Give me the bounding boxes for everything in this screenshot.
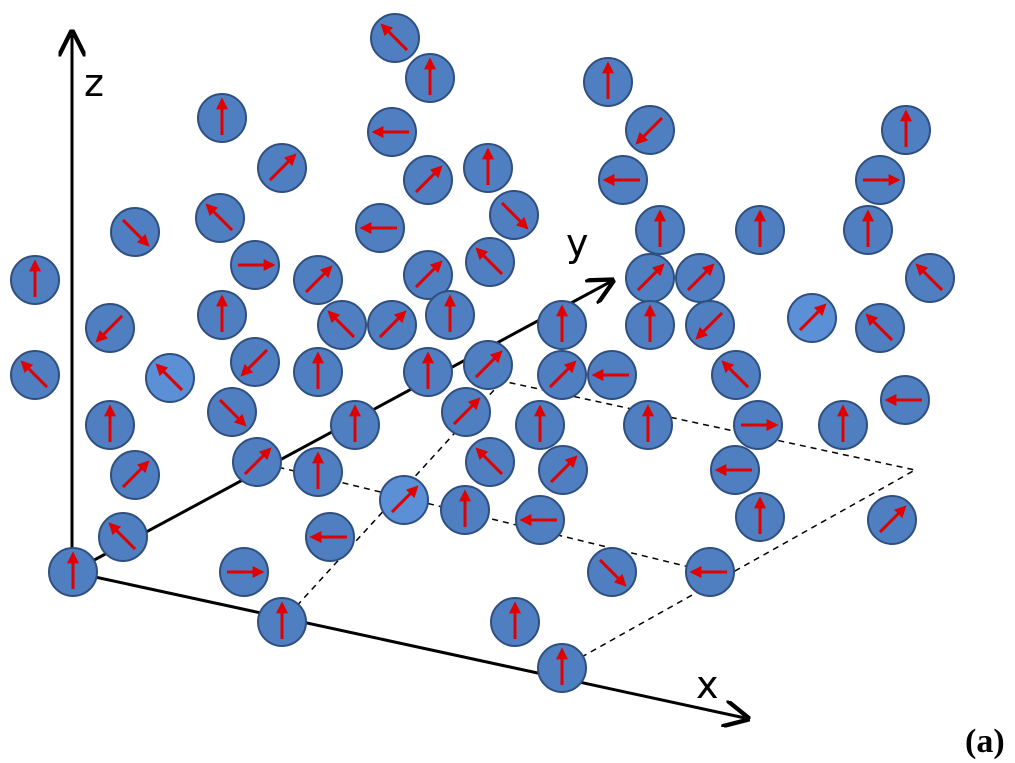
spin-arrow	[549, 455, 578, 484]
z-label: z	[84, 61, 104, 105]
spin-arrow	[500, 201, 529, 230]
spin-arrow	[390, 485, 419, 514]
y-label: y	[566, 221, 589, 265]
spin-arrow	[304, 265, 333, 294]
spin-arrow	[878, 505, 907, 534]
spin-arrow	[475, 247, 504, 276]
spin-arrow	[474, 350, 503, 379]
spin-arrow	[635, 116, 664, 145]
spin-arrow	[108, 522, 137, 551]
panel-label: (a)	[965, 723, 1005, 760]
spins	[10, 13, 955, 693]
spin-arrow	[243, 447, 272, 476]
spin-arrow	[240, 348, 269, 377]
spin-arrow	[695, 311, 724, 340]
spin-arrow	[915, 263, 944, 292]
spin-arrow	[475, 447, 504, 476]
spin-arrow	[865, 313, 894, 342]
spin-arrow	[95, 314, 124, 343]
x-axis	[71, 570, 745, 718]
spin-arrow	[414, 165, 443, 194]
spin-arrow	[218, 398, 247, 427]
spin-arrow	[548, 360, 577, 389]
spin-arrow	[414, 260, 443, 289]
spin-arrow	[20, 360, 49, 389]
spin-arrow	[268, 153, 297, 182]
spin-arrow	[686, 263, 715, 292]
spin-arrow	[452, 397, 481, 426]
spin-arrow	[121, 460, 150, 489]
spin-arrow	[378, 310, 407, 339]
spin-arrow	[155, 363, 184, 392]
spin-arrow	[721, 360, 750, 389]
spin-arrow	[636, 263, 665, 292]
x-label: x	[696, 663, 719, 707]
spin-arrow	[205, 203, 234, 232]
spin-arrow	[327, 310, 356, 339]
spin-arrow	[598, 558, 627, 587]
spin-arrow	[798, 303, 827, 332]
spin-arrow	[380, 23, 409, 52]
spin-arrow	[121, 218, 150, 247]
